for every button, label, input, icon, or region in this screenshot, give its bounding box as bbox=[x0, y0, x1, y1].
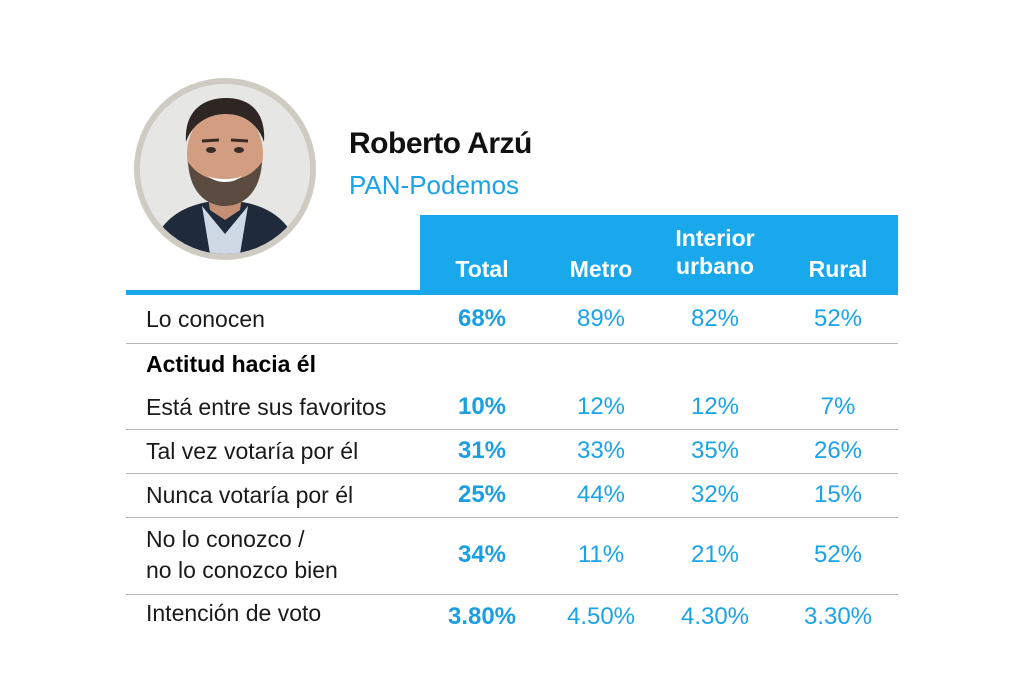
cell-interior-urbano: 35% bbox=[690, 437, 740, 464]
row-label: Nunca votaría por él bbox=[146, 482, 354, 508]
table-row: No lo conozco / no lo conozco bien 34% 1… bbox=[126, 518, 898, 595]
column-header-interior-line1: Interior bbox=[675, 225, 755, 251]
table-row: Nunca votaría por él 25% 44% 32% 15% bbox=[126, 474, 898, 518]
cell-metro: 11% bbox=[577, 541, 625, 568]
cell-rural: 15% bbox=[813, 481, 863, 508]
section-label: Actitud hacia él bbox=[146, 351, 316, 377]
cell-rural: 7% bbox=[820, 393, 856, 420]
cell-total: 10% bbox=[457, 393, 507, 420]
cell-metro: 33% bbox=[576, 437, 626, 464]
candidate-name: Roberto Arzú bbox=[349, 127, 532, 160]
cell-interior-urbano: 4.30% bbox=[680, 603, 750, 630]
cell-interior-urbano: 32% bbox=[690, 481, 740, 508]
row-label: Tal vez votaría por él bbox=[146, 438, 359, 464]
cell-metro: 4.50% bbox=[566, 603, 636, 630]
column-header-rural: Rural bbox=[808, 256, 868, 282]
cell-interior-urbano: 82% bbox=[690, 305, 740, 332]
column-header-total: Total bbox=[455, 256, 509, 282]
candidate-portrait bbox=[134, 78, 316, 260]
column-header-metro: Metro bbox=[569, 256, 633, 282]
table-row: Tal vez votaría por él 31% 33% 35% 26% bbox=[126, 430, 898, 474]
table-row: Lo conocen 68% 89% 82% 52% bbox=[126, 295, 898, 344]
column-header-interior-urbano: Interior urbano bbox=[656, 224, 774, 280]
cell-metro: 44% bbox=[576, 481, 626, 508]
row-label-line2: no lo conozco bien bbox=[146, 557, 338, 583]
row-label: Intención de voto bbox=[146, 600, 322, 626]
candidate-party: PAN-Podemos bbox=[349, 170, 520, 200]
cell-rural: 52% bbox=[813, 305, 863, 332]
cell-rural: 52% bbox=[813, 541, 863, 568]
row-label: Lo conocen bbox=[146, 306, 265, 332]
cell-interior-urbano: 21% bbox=[690, 541, 740, 568]
table-row: Intención de voto 3.80% 4.50% 4.30% 3.30… bbox=[126, 595, 898, 641]
table-section-row: Actitud hacia él bbox=[126, 344, 898, 386]
table-header-rule bbox=[126, 290, 898, 295]
portrait-image bbox=[140, 84, 310, 254]
table-row: Está entre sus favoritos 10% 12% 12% 7% bbox=[126, 386, 898, 430]
row-label: Está entre sus favoritos bbox=[146, 394, 387, 420]
cell-rural: 3.30% bbox=[803, 603, 873, 630]
cell-total: 3.80% bbox=[447, 603, 517, 630]
cell-metro: 12% bbox=[576, 393, 626, 420]
column-header-interior-line2: urbano bbox=[676, 253, 754, 279]
row-label-line1: No lo conozco / bbox=[146, 526, 305, 552]
cell-total: 68% bbox=[457, 305, 507, 332]
table-header-band bbox=[420, 215, 898, 290]
cell-total: 25% bbox=[457, 481, 507, 508]
cell-total: 31% bbox=[457, 437, 507, 464]
cell-metro: 89% bbox=[576, 305, 626, 332]
cell-rural: 26% bbox=[813, 437, 863, 464]
cell-total: 34% bbox=[457, 541, 507, 568]
cell-interior-urbano: 12% bbox=[690, 393, 740, 420]
